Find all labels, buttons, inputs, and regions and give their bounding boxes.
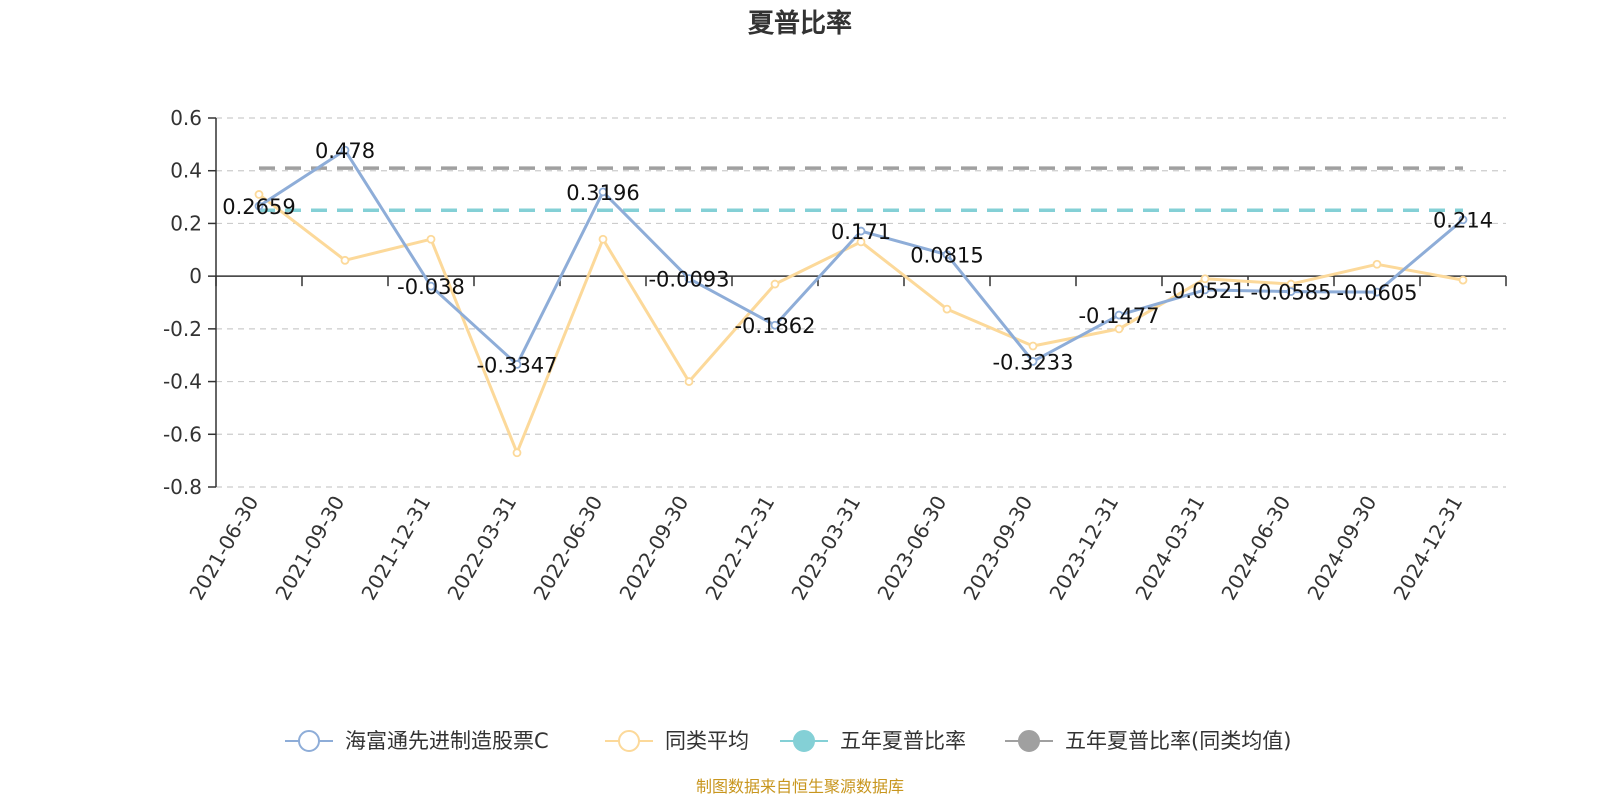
data-label: 0.214 — [1433, 209, 1493, 233]
data-point — [942, 250, 952, 260]
y-tick-label: 0.4 — [170, 159, 202, 183]
data-label: 0.0815 — [910, 244, 983, 268]
x-tick-label: 2024-12-31 — [1388, 492, 1467, 605]
legend-label: 五年夏普比率(同类均值) — [1065, 729, 1291, 753]
x-tick-label: 2024-06-30 — [1216, 492, 1295, 605]
legend-label: 同类平均 — [665, 729, 749, 753]
x-tick-label: 2022-03-31 — [442, 492, 521, 605]
legend-marker — [1018, 730, 1040, 752]
legend-label: 五年夏普比率 — [840, 729, 966, 753]
y-tick-label: -0.4 — [163, 370, 202, 394]
x-tick-label: 2023-09-30 — [958, 492, 1037, 605]
data-point — [684, 274, 694, 283]
data-label: 0.171 — [831, 220, 891, 244]
data-point — [770, 320, 780, 330]
legend-marker — [618, 730, 640, 752]
data-point — [426, 281, 436, 291]
data-point — [1372, 287, 1382, 297]
y-tick-label: -0.8 — [163, 475, 202, 499]
data-point — [856, 226, 866, 236]
x-tick-label: 2021-06-30 — [184, 492, 263, 605]
data-point — [426, 234, 436, 244]
x-tick-label: 2023-06-30 — [872, 492, 951, 605]
x-tick-label: 2024-03-31 — [1130, 492, 1209, 605]
data-point — [512, 448, 522, 458]
data-label: -0.3347 — [476, 353, 557, 377]
x-tick-label: 2023-12-31 — [1044, 492, 1123, 605]
data-point — [598, 187, 608, 197]
data-labels: 0.26590.478-0.038-0.33470.3196-0.0093-0.… — [222, 139, 1493, 377]
data-point — [1200, 285, 1210, 295]
source-note: 制图数据来自恒生聚源数据库 — [696, 777, 904, 796]
x-tick-label: 2021-09-30 — [270, 492, 349, 605]
data-point — [684, 377, 694, 386]
legend: 海富通先进制造股票C 同类平均 五年夏普比率 五年夏普比率(同类均值) — [285, 729, 1291, 753]
data-label: 0.3196 — [566, 181, 639, 205]
data-label: -0.1477 — [1078, 304, 1159, 328]
legend-label: 海富通先进制造股票C — [345, 729, 549, 753]
legend-marker — [793, 730, 815, 752]
data-point — [512, 359, 522, 369]
data-label: -0.0585 — [1250, 281, 1331, 305]
data-point — [942, 304, 952, 314]
data-point — [770, 279, 780, 289]
grid-lines — [216, 117, 1506, 488]
data-label: -0.0521 — [1164, 279, 1245, 303]
data-point — [1028, 356, 1038, 366]
x-tick-label: 2021-12-31 — [356, 492, 435, 605]
reference-lines — [259, 166, 1463, 212]
data-label: 0.478 — [315, 139, 375, 163]
data-label: -0.038 — [397, 275, 465, 299]
data-label: -0.1862 — [734, 314, 815, 338]
data-label: -0.0605 — [1336, 281, 1417, 305]
data-point — [340, 255, 350, 265]
x-tick-label: 2022-12-31 — [700, 492, 779, 605]
y-tick-label: -0.6 — [163, 422, 202, 446]
chart-title: 夏普比率 — [748, 8, 852, 39]
series-points — [254, 145, 1468, 458]
data-point — [1028, 341, 1038, 351]
legend-marker — [298, 730, 320, 752]
data-point — [1458, 275, 1468, 285]
data-point — [1372, 259, 1382, 269]
data-point — [340, 145, 350, 155]
data-point — [1114, 324, 1124, 334]
y-tick-label: 0.2 — [170, 211, 202, 235]
x-tick-label: 2024-09-30 — [1302, 492, 1381, 605]
data-point — [1458, 215, 1468, 225]
y-tick-label: 0 — [189, 264, 202, 288]
data-label: -0.0093 — [648, 268, 729, 292]
data-point — [856, 237, 866, 247]
x-tick-label: 2023-03-31 — [786, 492, 865, 605]
data-point — [254, 201, 264, 211]
data-point — [598, 234, 608, 244]
y-tick-label: -0.2 — [163, 317, 202, 341]
data-point — [254, 190, 264, 199]
data-label: -0.3233 — [992, 350, 1073, 374]
data-point — [1286, 287, 1296, 296]
data-point — [1114, 310, 1124, 320]
data-point — [1200, 274, 1210, 284]
x-tick-label: 2022-06-30 — [528, 492, 607, 605]
data-label: 0.2659 — [222, 195, 295, 219]
y-tick-label: 0.6 — [170, 106, 202, 130]
x-tick-label: 2022-09-30 — [614, 492, 693, 605]
